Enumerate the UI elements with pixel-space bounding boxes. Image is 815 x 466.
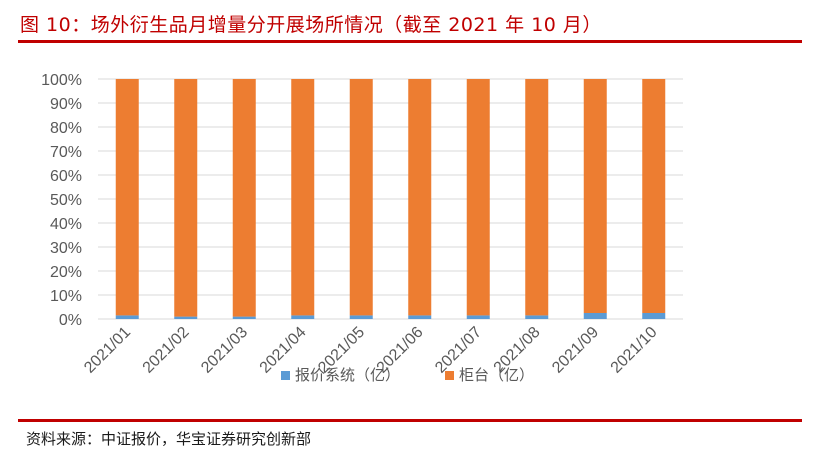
x-tick-label: 2021/02 <box>140 324 193 377</box>
x-tick-label: 2021/01 <box>81 324 134 377</box>
bar-segment <box>408 79 432 316</box>
y-tick-label: 0% <box>59 312 82 329</box>
figure-title: 图 10：场外衍生品月增量分开展场所情况（截至 2021 年 10 月） <box>20 14 602 36</box>
bar-segment <box>525 315 549 319</box>
y-tick-label: 20% <box>50 264 82 281</box>
bar-segment <box>174 79 198 317</box>
bar-segment <box>525 79 549 316</box>
y-tick-label: 10% <box>50 288 82 305</box>
y-tick-label: 60% <box>50 168 82 185</box>
title-rule <box>18 40 802 43</box>
bar-segment <box>291 315 315 319</box>
bar-segment <box>642 79 666 313</box>
y-tick-label: 30% <box>50 240 82 257</box>
bar-segment <box>349 79 373 316</box>
x-tick-label: 2021/03 <box>198 324 251 377</box>
bars <box>115 79 666 319</box>
legend-swatch <box>281 371 290 380</box>
source-note: 资料来源：中证报价，华宝证券研究创新部 <box>26 430 312 448</box>
bar-segment <box>115 79 139 316</box>
y-tick-label: 40% <box>50 216 82 233</box>
bar-segment <box>291 79 315 316</box>
x-tick-label: 2021/09 <box>549 324 602 377</box>
y-tick-label: 80% <box>50 120 82 137</box>
bar-segment <box>466 315 490 319</box>
y-tick-label: 50% <box>50 192 82 209</box>
y-tick-label: 70% <box>50 144 82 161</box>
bar-segment <box>583 79 607 313</box>
bar-segment <box>408 315 432 319</box>
legend-label: 报价系统（亿） <box>295 366 400 384</box>
bar-segment <box>583 313 607 319</box>
legend: 报价系统（亿） 柜台（亿） <box>281 366 534 384</box>
bar-segment <box>466 79 490 316</box>
y-tick-label: 90% <box>50 96 82 113</box>
x-tick-label: 2021/10 <box>608 324 661 377</box>
bar-segment <box>232 79 256 317</box>
source-rule <box>18 419 802 422</box>
bar-segment <box>174 316 198 319</box>
bar-segment <box>232 316 256 319</box>
legend-swatch <box>445 371 454 380</box>
y-tick-label: 100% <box>41 72 82 89</box>
bar-segment <box>115 315 139 319</box>
y-axis-ticks: 0% 10% 20% 30% 40% 50% 60% 70% 80% 90% 100% <box>41 72 82 329</box>
legend-label: 柜台（亿） <box>459 366 534 384</box>
bar-segment <box>642 313 666 319</box>
bar-segment <box>349 315 373 319</box>
